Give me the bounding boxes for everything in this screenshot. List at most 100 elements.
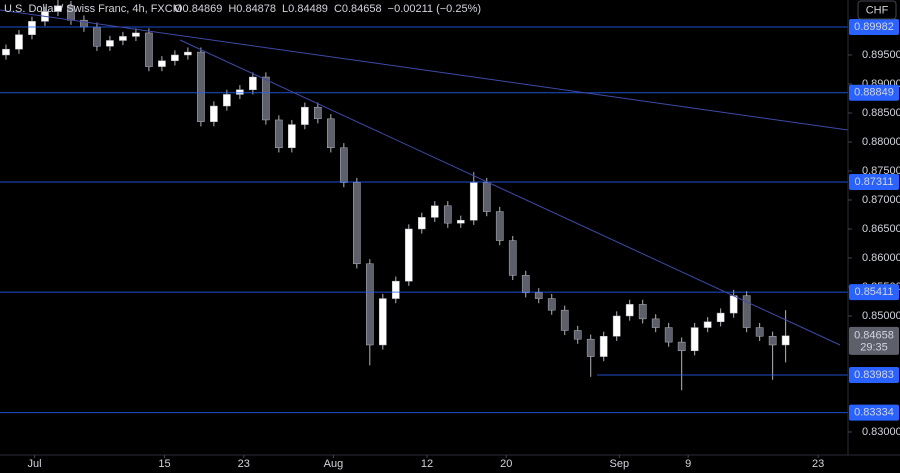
level-label: 0.83983	[854, 369, 894, 381]
candle-body	[443, 205, 452, 224]
x-tick-label: 15	[158, 458, 170, 470]
candle-body	[15, 34, 23, 50]
candle-body	[93, 26, 101, 47]
candle-body	[482, 182, 491, 212]
y-tick-label: 0.85000	[862, 310, 900, 322]
axes: 0.895000.890000.885000.880000.875000.870…	[28, 19, 900, 470]
ohlc-value: C0.84658	[334, 3, 382, 15]
candle-body	[184, 51, 192, 56]
candle-body	[119, 36, 127, 41]
ohlc-value: H0.84878	[228, 3, 276, 15]
y-tick-label: 0.83000	[862, 426, 900, 438]
level-label-bg	[849, 404, 899, 421]
candle-body	[495, 211, 504, 241]
candle-body	[340, 147, 348, 183]
candle-body	[145, 32, 153, 67]
trend-line	[179, 39, 841, 346]
candle-body	[690, 327, 699, 352]
candle-body	[275, 119, 283, 149]
candle-body	[132, 32, 140, 37]
x-tick-label: 9	[685, 458, 691, 470]
candle-body	[171, 54, 179, 62]
level-label: 0.89982	[854, 21, 894, 33]
ohlc-header: O0.84869 H0.84878 L0.84489 C0.84658 −0.00211…	[174, 3, 481, 15]
candle-body	[430, 205, 439, 218]
x-tick-label: 20	[500, 458, 512, 470]
candle-body	[560, 309, 569, 331]
currency-button[interactable]	[857, 0, 897, 20]
price-axis	[848, 0, 900, 473]
candle-body	[210, 105, 218, 122]
candle-body	[236, 89, 244, 95]
y-tick-label: 0.87500	[862, 165, 900, 177]
level-label: 0.83334	[854, 407, 894, 419]
candle-body	[716, 312, 725, 323]
last-price-label: 0.84658	[854, 330, 894, 342]
candle-body	[677, 341, 686, 352]
candle-body	[547, 298, 556, 311]
candle-body	[378, 298, 387, 346]
level-label: 0.85411	[855, 286, 894, 298]
candle-body	[534, 292, 543, 299]
level-label-bg	[849, 284, 899, 301]
candle-body	[262, 76, 270, 121]
candle-body	[508, 240, 517, 276]
x-tick-label: 23	[812, 458, 824, 470]
plot-area	[0, 0, 848, 414]
ohlc-value: −0.00211 (−0.25%)	[388, 3, 481, 15]
x-tick-label: Sep	[610, 458, 630, 470]
candle-body	[664, 327, 673, 343]
candle-body	[651, 318, 660, 328]
candle-body	[417, 217, 426, 230]
ohlc-value: L0.84489	[282, 3, 328, 15]
candle-body	[365, 263, 374, 346]
level-label-bg	[849, 173, 899, 190]
candle-body	[599, 336, 608, 357]
candle-body	[612, 315, 621, 337]
level-label-bg	[849, 19, 899, 36]
y-tick-label: 0.87000	[862, 194, 900, 206]
candle-body	[223, 94, 231, 107]
y-tick-label: 0.86500	[862, 223, 900, 235]
candle-body	[249, 76, 257, 91]
y-tick-label: 0.89500	[862, 49, 900, 61]
candle-body	[625, 304, 634, 317]
candle-body	[197, 51, 205, 122]
y-tick-label: 0.88000	[862, 136, 900, 148]
candle-body	[404, 228, 413, 282]
candle-body	[288, 124, 296, 149]
level-label-bg	[849, 366, 899, 383]
candle-body	[301, 106, 309, 125]
trend-line	[0, 9, 849, 131]
candle-body	[573, 330, 582, 340]
candle-body	[106, 40, 114, 47]
candle-body	[703, 321, 712, 328]
ohlc-value: O0.84869	[174, 3, 222, 15]
candle-body	[456, 220, 465, 224]
candle-body	[742, 295, 751, 328]
candle-body	[781, 335, 790, 346]
x-tick-label: Aug	[324, 458, 344, 470]
candle-body	[638, 304, 647, 320]
candle-body	[352, 182, 361, 265]
y-tick-label: 0.88500	[862, 107, 900, 119]
candle-body	[158, 60, 166, 67]
candle-body	[586, 338, 595, 357]
countdown-label: 29:35	[860, 342, 888, 354]
x-tick-label: Jul	[28, 458, 42, 470]
candle-body	[521, 275, 530, 294]
candle-body	[28, 21, 36, 35]
level-label: 0.88849	[854, 87, 894, 99]
y-tick-label: 0.86000	[862, 252, 900, 264]
candle-body	[729, 295, 738, 314]
x-tick-label: 23	[238, 458, 250, 470]
level-label-bg	[849, 84, 899, 101]
x-tick-label: 12	[421, 458, 433, 470]
currency-label[interactable]: CHF	[866, 4, 889, 16]
candle-body	[768, 336, 777, 346]
candle-body	[469, 182, 478, 221]
candle-body	[327, 118, 335, 149]
chart-title: U.S. Dollar / Swiss Franc, 4h, FXCM	[4, 3, 182, 15]
